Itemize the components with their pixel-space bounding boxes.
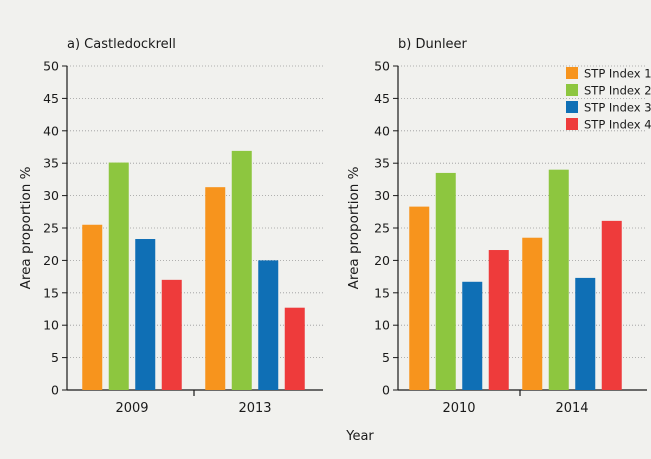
y-tick-label: 45 [43, 91, 59, 106]
y-tick-label: 15 [43, 285, 59, 300]
legend-label: STP Index 4 [584, 118, 651, 132]
y-tick-label: 10 [374, 318, 390, 333]
y-tick-label: 40 [374, 123, 390, 138]
y-tick-label: 20 [43, 253, 59, 268]
y-axis-label: Area proportion % [346, 166, 362, 289]
y-tick-label: 40 [43, 123, 59, 138]
y-tick-label: 45 [374, 91, 390, 106]
y-tick-label: 15 [374, 285, 390, 300]
y-tick-label: 0 [51, 383, 59, 398]
y-tick-label: 30 [374, 188, 390, 203]
legend: STP Index 1 STP Index 2 STP Index 3 STP Ind… [566, 67, 651, 132]
panel-castledockrell: a) Castledockrell 0 5 10 15 20 25 30 35 40 45 50 Are… [18, 37, 323, 416]
x-tick-label: 2014 [555, 401, 588, 416]
bar [488, 250, 509, 390]
y-tick-label: 35 [43, 156, 59, 171]
bar [462, 281, 483, 390]
y-tick-label: 25 [43, 221, 59, 236]
bar [548, 169, 569, 390]
y-tick-label: 10 [43, 318, 59, 333]
x-axis-label: Year [345, 429, 374, 444]
y-tick-label: 35 [374, 156, 390, 171]
legend-swatch [566, 101, 578, 113]
x-tick-label: 2009 [115, 401, 148, 416]
y-tick-label: 25 [374, 221, 390, 236]
bar [575, 277, 596, 390]
bar [205, 187, 226, 390]
y-tick-label: 20 [374, 253, 390, 268]
panel-dunleer: b) Dunleer 0 5 10 15 20 25 30 35 40 45 50 Area propo… [346, 37, 647, 416]
bar [522, 237, 543, 390]
bar [409, 206, 430, 390]
y-tick-label: 5 [382, 350, 390, 365]
bar [231, 150, 252, 390]
bar [135, 239, 156, 390]
bar [601, 220, 622, 390]
x-tick-label: 2010 [442, 401, 475, 416]
bar [161, 279, 182, 390]
y-axis-label: Area proportion % [18, 166, 34, 289]
panel-title: a) Castledockrell [67, 37, 176, 52]
panel-title: b) Dunleer [398, 37, 468, 52]
bar [435, 172, 456, 390]
y-tick-label: 50 [374, 59, 390, 74]
bar [258, 260, 279, 390]
y-tick-label: 30 [43, 188, 59, 203]
bar [284, 307, 305, 390]
y-tick-label: 50 [43, 59, 59, 74]
bar [82, 224, 103, 390]
y-tick-label: 5 [51, 350, 59, 365]
bar [108, 162, 129, 390]
legend-swatch [566, 84, 578, 96]
legend-label: STP Index 3 [584, 101, 651, 115]
legend-label: STP Index 1 [584, 67, 651, 81]
legend-swatch [566, 67, 578, 79]
legend-swatch [566, 118, 578, 130]
x-tick-label: 2013 [238, 401, 271, 416]
legend-label: STP Index 2 [584, 84, 651, 98]
y-tick-label: 0 [382, 383, 390, 398]
